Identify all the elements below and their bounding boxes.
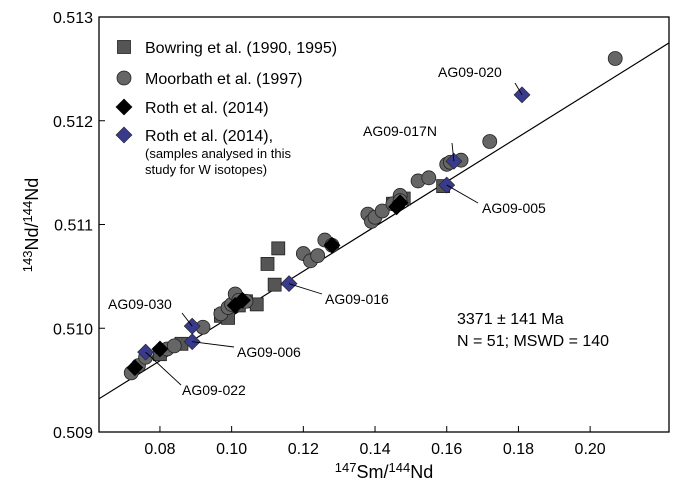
stats-line-1: 3371 ± 141 Ma [457,311,564,328]
y-tick-label: 0.509 [53,425,93,442]
x-tick-label: 0.12 [288,441,319,458]
y-label-sup1: 143 [20,251,35,273]
annotation-leader [192,341,235,348]
data-points-group [123,51,623,381]
annotation-label: AG09-017N [363,123,437,139]
annotation-label: AG09-020 [438,64,502,80]
data-point-circle [482,134,498,149]
data-point-diamond [391,194,409,212]
legend-label: Bowring et al. (1990, 1995) [145,40,337,57]
annotation-leader [446,184,479,204]
data-point-circle [421,170,437,186]
legend-label: Roth et al. (2014), [145,128,273,145]
legend-note-line: (samples analysed in this [145,146,291,161]
annotation-leader [514,82,523,96]
data-point-circle [166,338,182,354]
legend-note-line: study for W isotopes) [145,162,267,177]
x-tick-label: 0.10 [216,441,247,458]
y-axis-label: 143Nd/144Nd [20,178,42,272]
x-label-main2: Nd [410,462,433,482]
annotation-label: AG09-022 [182,382,246,398]
data-point-diamond [151,340,169,358]
data-point-circle [374,203,390,219]
y-tick-label: 0.511 [54,218,93,235]
y-tick-label: 0.510 [53,321,93,338]
annotation-label: AG09-006 [237,344,301,360]
stats-line-2: N = 51; MSWD = 140 [457,333,609,350]
annotation-leader [181,312,193,327]
data-point-square [271,241,286,256]
y-label-main2: Nd [22,178,42,201]
data-point-square [267,277,282,292]
legend-marker-diamond [115,98,133,116]
x-tick-label: 0.08 [144,441,175,458]
legend-label: Roth et al. (2014) [145,100,269,117]
y-label-sup2: 144 [20,201,35,223]
legend: Bowring et al. (1990, 1995) Moorbath et a… [115,40,337,177]
annotation-label: AG09-030 [108,296,172,312]
legend-marker-square [117,40,131,54]
x-label-sup1: 147 [335,460,357,475]
x-tick-label: 0.20 [575,441,606,458]
y-tick-label: 0.512 [53,114,93,131]
x-tick-label: 0.14 [359,441,390,458]
axis-ticks-group: 0.08 0.10 0.12 0.14 0.16 0.18 0.20 0.509 0.510 0.… [53,10,606,458]
x-tick-label: 0.18 [503,441,534,458]
data-point-circle [310,248,326,264]
data-point-circle [607,51,623,66]
data-point-diamond [233,291,251,309]
legend-marker-diamond [115,126,133,144]
legend-label: Moorbath et al. (1997) [145,71,302,88]
data-point-square [260,257,275,271]
data-point-diamond [323,236,341,254]
y-tick-label: 0.513 [53,10,93,27]
annotation-label: AG09-005 [482,200,546,216]
x-label-sup2: 144 [389,460,411,475]
x-label-main1: Sm/ [356,462,388,482]
annotation-leader [145,351,182,386]
y-label-main1: Nd/ [22,223,42,251]
data-point-diamond [126,359,144,377]
x-tick-label: 0.16 [431,441,462,458]
x-axis-label: 147Sm/144Nd [335,460,433,482]
annotations-group: AG09-020 AG09-017N AG09-005 AG09-016 AG09-03… [108,64,546,398]
annotation-label: AG09-016 [325,291,389,307]
annotation-leader [288,283,323,295]
legend-marker-circle [116,70,132,86]
annotation-leader [451,142,455,162]
